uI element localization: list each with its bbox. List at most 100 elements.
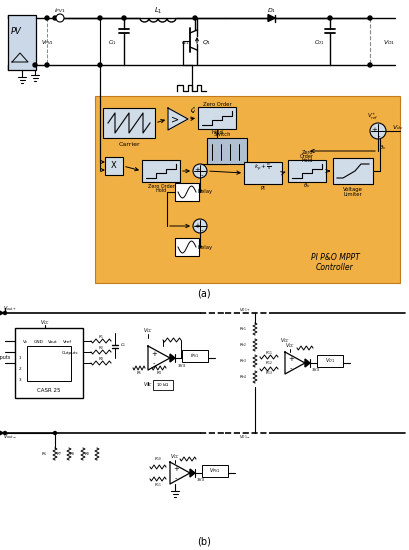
Text: $V_{O1+}$: $V_{O1+}$: [239, 306, 251, 314]
Text: $V_{out-}$: $V_{out-}$: [3, 432, 17, 442]
Text: $C_{O1}$: $C_{O1}$: [314, 39, 324, 47]
Text: $Q_1$: $Q_1$: [202, 39, 211, 47]
Text: $V_{CC}$: $V_{CC}$: [170, 453, 180, 461]
Text: $R_{e1}$: $R_{e1}$: [239, 325, 247, 333]
Text: 3: 3: [19, 378, 21, 382]
Text: -: -: [201, 227, 203, 233]
Text: (a): (a): [197, 288, 211, 298]
Text: $i_d^*$: $i_d^*$: [190, 106, 196, 117]
Text: $R_{e4}$: $R_{e4}$: [239, 373, 247, 381]
Text: Vc: Vc: [23, 340, 29, 344]
Text: $R_5$: $R_5$: [136, 369, 142, 377]
Text: Vout: Vout: [48, 340, 58, 344]
Circle shape: [56, 14, 64, 22]
Bar: [142, 160, 180, 182]
Text: -: -: [378, 133, 380, 139]
Text: $R_{11}$: $R_{11}$: [154, 481, 162, 489]
Polygon shape: [268, 14, 275, 21]
Text: $R_9$: $R_9$: [83, 450, 90, 458]
Text: $R_1$: $R_1$: [98, 333, 104, 341]
Text: CASR 25: CASR 25: [37, 388, 61, 393]
Bar: [207, 138, 247, 164]
Text: $R_{12}$: $R_{12}$: [265, 359, 273, 367]
Text: $R_7$: $R_7$: [56, 450, 62, 458]
Text: $V_{PV1}$: $V_{PV1}$: [209, 466, 221, 475]
Text: 10 k$\Omega$: 10 k$\Omega$: [156, 382, 170, 388]
Text: $R_2$: $R_2$: [98, 344, 104, 352]
Text: Controller: Controller: [316, 262, 354, 272]
Text: $V_{ref}^+$: $V_{ref}^+$: [367, 112, 379, 122]
Text: -: -: [175, 475, 177, 481]
Polygon shape: [190, 469, 195, 477]
Bar: [175, 238, 199, 256]
Text: Vref: Vref: [63, 340, 72, 344]
Bar: [8, 15, 36, 70]
Text: Zero: Zero: [301, 151, 313, 156]
Text: $C_{i1}$: $C_{i1}$: [108, 39, 117, 47]
Bar: [244, 162, 282, 184]
Text: 3V3: 3V3: [312, 368, 320, 372]
Text: Limiter: Limiter: [344, 191, 362, 196]
Circle shape: [193, 164, 207, 178]
Circle shape: [33, 63, 37, 67]
Bar: [153, 380, 173, 390]
Text: $V_{O1}$: $V_{O1}$: [325, 356, 335, 365]
Text: $R_6$: $R_6$: [41, 450, 48, 458]
Bar: [103, 108, 155, 138]
Text: >: >: [171, 114, 179, 124]
Text: Hold: Hold: [301, 158, 312, 163]
Text: $\alpha_1$: $\alpha_1$: [181, 39, 189, 47]
Text: X: X: [111, 162, 117, 170]
Circle shape: [45, 63, 49, 67]
Text: $V_{PV1}$: $V_{PV1}$: [40, 39, 54, 47]
Bar: [15, 328, 83, 398]
Circle shape: [4, 311, 7, 315]
Polygon shape: [170, 462, 190, 484]
Text: Zero Order: Zero Order: [202, 102, 231, 107]
Text: GND: GND: [34, 340, 44, 344]
Bar: [95, 96, 400, 283]
Circle shape: [328, 16, 332, 20]
Text: -: -: [201, 172, 203, 178]
Text: $k_p+\frac{k_i}{s}$: $k_p+\frac{k_i}{s}$: [254, 161, 272, 173]
Text: Switch: Switch: [213, 131, 231, 136]
Text: Outputs: Outputs: [61, 351, 78, 355]
Circle shape: [53, 16, 57, 20]
Text: 2: 2: [19, 367, 21, 371]
Text: Voltage: Voltage: [343, 186, 363, 191]
Text: Delay: Delay: [198, 190, 213, 195]
Circle shape: [122, 16, 126, 20]
Circle shape: [98, 63, 102, 67]
Bar: [27, 346, 71, 381]
Text: Hold: Hold: [155, 189, 166, 194]
Text: $C_1$: $C_1$: [120, 341, 126, 349]
Circle shape: [368, 63, 372, 67]
Text: $R_{13}$: $R_{13}$: [265, 369, 273, 377]
Text: $V_{O1}$: $V_{O1}$: [383, 39, 395, 47]
Text: $V_{CC}$: $V_{CC}$: [40, 318, 50, 327]
Text: Order: Order: [300, 155, 314, 159]
Text: $V_{CC}$: $V_{CC}$: [143, 381, 153, 389]
Polygon shape: [148, 346, 170, 370]
Text: Zero Order: Zero Order: [148, 184, 174, 189]
Bar: [202, 465, 228, 477]
Text: 3V3: 3V3: [197, 478, 205, 482]
Text: PI P&O MPPT: PI P&O MPPT: [310, 254, 360, 262]
Polygon shape: [305, 359, 310, 367]
Circle shape: [368, 16, 372, 20]
Text: Carrier: Carrier: [118, 142, 140, 147]
Circle shape: [45, 16, 49, 20]
Text: $i_{PV1}$: $i_{PV1}$: [190, 351, 200, 360]
Text: $D_1$: $D_1$: [267, 7, 276, 15]
Text: +: +: [173, 466, 179, 472]
Text: -: -: [290, 365, 292, 371]
Text: +: +: [194, 223, 200, 228]
Text: $R_8$: $R_8$: [70, 450, 76, 458]
Circle shape: [193, 219, 207, 233]
Text: +: +: [288, 356, 294, 362]
Circle shape: [370, 123, 386, 139]
Text: Inputs: Inputs: [0, 355, 11, 360]
Text: $V_{O1-}$: $V_{O1-}$: [239, 433, 251, 441]
Text: $L_1$: $L_1$: [154, 6, 162, 16]
Bar: [182, 350, 208, 362]
